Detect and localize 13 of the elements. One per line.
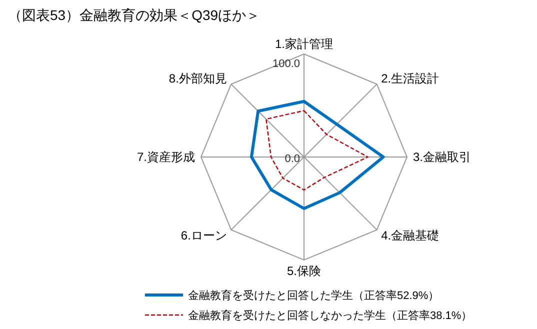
spoke-label: 3.金融取引 [413, 150, 472, 164]
spoke-label: 7.資産形成 [136, 150, 195, 164]
legend-label: 金融教育を受けたと回答した学生（正答率52.9%） [188, 289, 440, 302]
y-tick-label: 100.0 [272, 58, 300, 70]
chart-title: （図表53）金融教育の効果＜Q39ほか＞ [8, 7, 260, 23]
spoke-label: 5.保険 [286, 264, 322, 278]
y-tick-label: 0.0 [284, 153, 300, 165]
legend-label: 金融教育を受けたと回答しなかった学生（正答率38.1%） [188, 309, 472, 322]
spoke-label: 2.生活設計 [381, 72, 440, 86]
spoke-label: 4.金融基礎 [381, 228, 440, 242]
spoke-label: 1.家計管理 [274, 37, 334, 51]
spoke-label: 8.外部知見 [168, 72, 227, 86]
spoke-label: 6.ローン [180, 228, 227, 242]
